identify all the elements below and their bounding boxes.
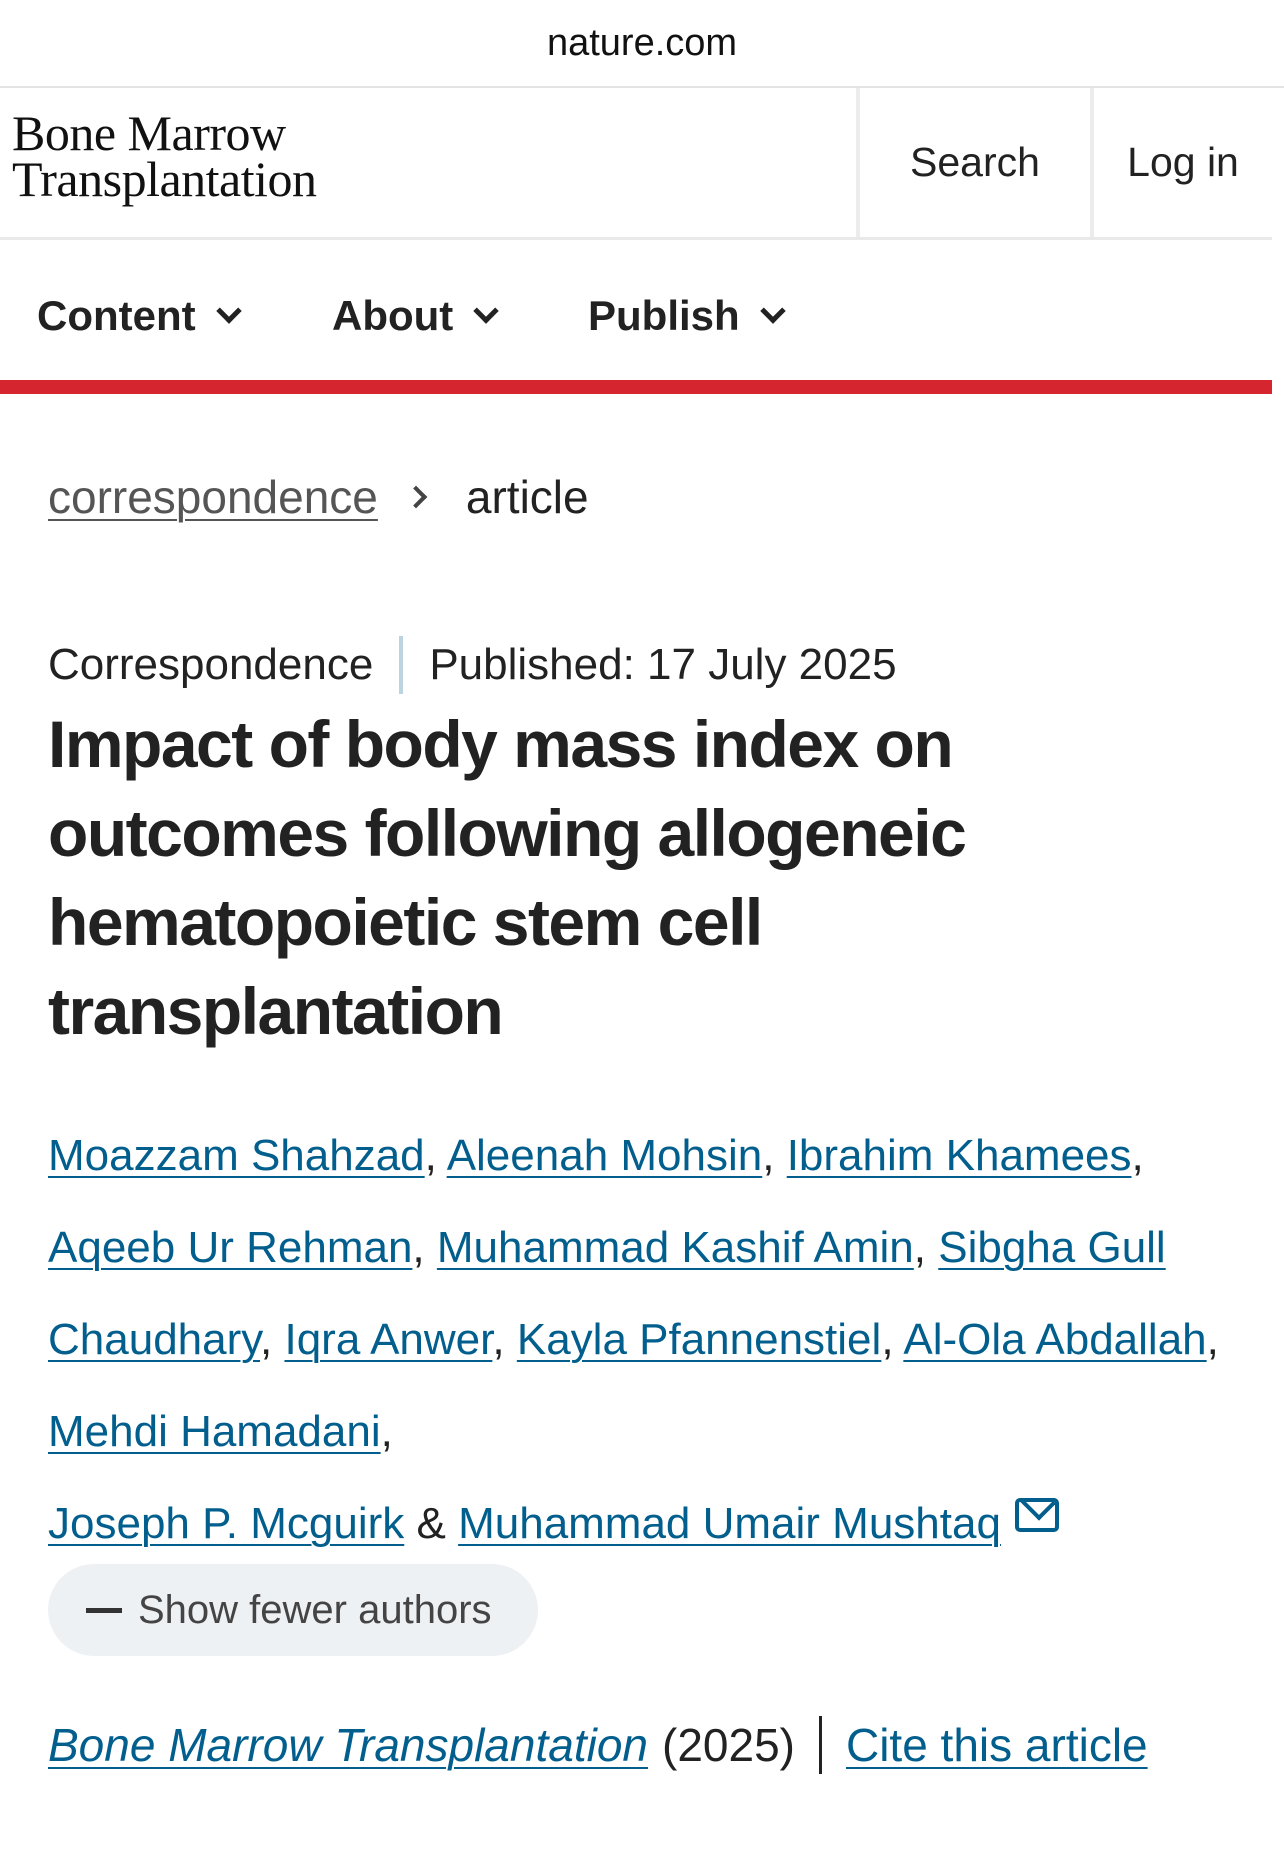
nav-content[interactable]: Content (37, 292, 242, 340)
author-link[interactable]: Muhammad Kashif Amin (436, 1223, 914, 1272)
author-link[interactable]: Ibrahim Khamees (786, 1131, 1132, 1180)
author-separator: , (881, 1315, 894, 1364)
author-link[interactable]: Aqeeb Ur Rehman (48, 1223, 413, 1272)
breadcrumb: correspondence article (48, 470, 589, 524)
author-link[interactable]: Aleenah Mohsin (446, 1131, 763, 1180)
journal-link[interactable]: Bone Marrow Transplantation (48, 1719, 648, 1771)
chevron-down-icon (215, 298, 242, 324)
journal-logo[interactable]: Bone Marrow Transplantation (12, 105, 317, 207)
author-link[interactable]: Sibgha Gull Chaudhary (48, 1223, 1166, 1364)
author-link[interactable]: Joseph P. Mcguirk (48, 1499, 405, 1548)
breadcrumb-current: article (465, 471, 589, 523)
author-separator: , (380, 1407, 393, 1456)
author-ampersand: & (416, 1499, 446, 1548)
author-separator: , (260, 1315, 273, 1364)
show-fewer-authors-button[interactable]: Show fewer authors (48, 1564, 538, 1656)
chevron-down-icon (759, 298, 786, 324)
logo-line-1: Bone Marrow (12, 105, 286, 161)
chevron-right-icon (404, 485, 428, 509)
browser-url-bar[interactable]: nature.com (0, 0, 1284, 88)
author-separator: , (424, 1131, 437, 1180)
published-date: Published: 17 July 2025 (429, 640, 897, 689)
author-separator: , (762, 1131, 775, 1180)
author-link[interactable]: Kayla Pfannenstiel (516, 1315, 882, 1364)
url-text: nature.com (546, 21, 738, 64)
minus-icon (86, 1607, 122, 1613)
search-button[interactable]: Search (856, 88, 1090, 237)
search-button-label: Search (910, 139, 1040, 185)
author-separator: , (1206, 1315, 1219, 1364)
logo-line-2: Transplantation (12, 151, 317, 207)
chevron-down-icon (473, 298, 500, 324)
login-button[interactable]: Log in (1090, 88, 1272, 237)
author-separator: , (913, 1223, 926, 1272)
author-separator: , (412, 1223, 425, 1272)
author-link[interactable]: Moazzam Shahzad (48, 1131, 425, 1180)
nav-publish-label: Publish (588, 292, 740, 339)
main-nav: Content About Publish (0, 240, 1272, 394)
cite-this-article-link[interactable]: Cite this article (845, 1719, 1148, 1771)
nav-content-label: Content (37, 292, 196, 339)
nav-publish[interactable]: Publish (588, 292, 786, 340)
site-header: Bone Marrow Transplantation Search Log i… (0, 88, 1272, 240)
article-title: Impact of body mass index on outcomes fo… (48, 707, 967, 1048)
author-separator: , (492, 1315, 505, 1364)
article-type: Correspondence (48, 640, 374, 689)
citation-line: Bone Marrow Transplantation (2025) Cite … (48, 1716, 1148, 1774)
article-meta: Correspondence Published: 17 July 2025 (48, 636, 897, 694)
login-button-label: Log in (1127, 139, 1239, 185)
author-link-corresponding[interactable]: Muhammad Umair Mushtaq (458, 1499, 1001, 1548)
nav-about[interactable]: About (332, 292, 500, 340)
meta-divider (399, 636, 404, 694)
author-link[interactable]: Mehdi Hamadani (48, 1407, 381, 1456)
author-separator: , (1131, 1131, 1144, 1180)
mail-icon[interactable] (1014, 1498, 1059, 1532)
show-fewer-authors-label: Show fewer authors (138, 1587, 492, 1632)
citation-divider (818, 1716, 822, 1774)
breadcrumb-correspondence[interactable]: correspondence (48, 471, 378, 523)
nav-about-label: About (332, 292, 454, 339)
author-link[interactable]: Al-Ola Abdallah (903, 1315, 1207, 1364)
author-list: Moazzam Shahzad, Aleenah Mohsin, Ibrahim… (48, 1110, 1258, 1570)
citation-year: (2025) (662, 1719, 795, 1771)
author-link[interactable]: Iqra Anwer (284, 1315, 493, 1364)
